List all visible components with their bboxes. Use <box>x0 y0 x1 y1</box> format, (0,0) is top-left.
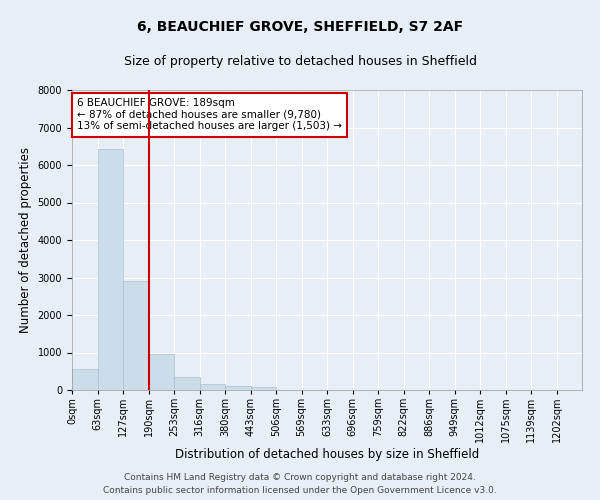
Text: Size of property relative to detached houses in Sheffield: Size of property relative to detached ho… <box>124 55 476 68</box>
Bar <box>123 281 149 390</box>
Text: 6 BEAUCHIEF GROVE: 189sqm
← 87% of detached houses are smaller (9,780)
13% of se: 6 BEAUCHIEF GROVE: 189sqm ← 87% of detac… <box>77 98 342 132</box>
Bar <box>251 387 276 390</box>
Bar <box>199 384 225 390</box>
X-axis label: Distribution of detached houses by size in Sheffield: Distribution of detached houses by size … <box>175 448 479 461</box>
Y-axis label: Number of detached properties: Number of detached properties <box>19 147 32 333</box>
Bar <box>72 368 97 390</box>
Bar <box>174 376 199 390</box>
Text: Contains HM Land Registry data © Crown copyright and database right 2024.
Contai: Contains HM Land Registry data © Crown c… <box>103 474 497 495</box>
Bar <box>97 149 123 390</box>
Bar <box>149 354 174 390</box>
Bar <box>225 386 251 390</box>
Text: 6, BEAUCHIEF GROVE, SHEFFIELD, S7 2AF: 6, BEAUCHIEF GROVE, SHEFFIELD, S7 2AF <box>137 20 463 34</box>
